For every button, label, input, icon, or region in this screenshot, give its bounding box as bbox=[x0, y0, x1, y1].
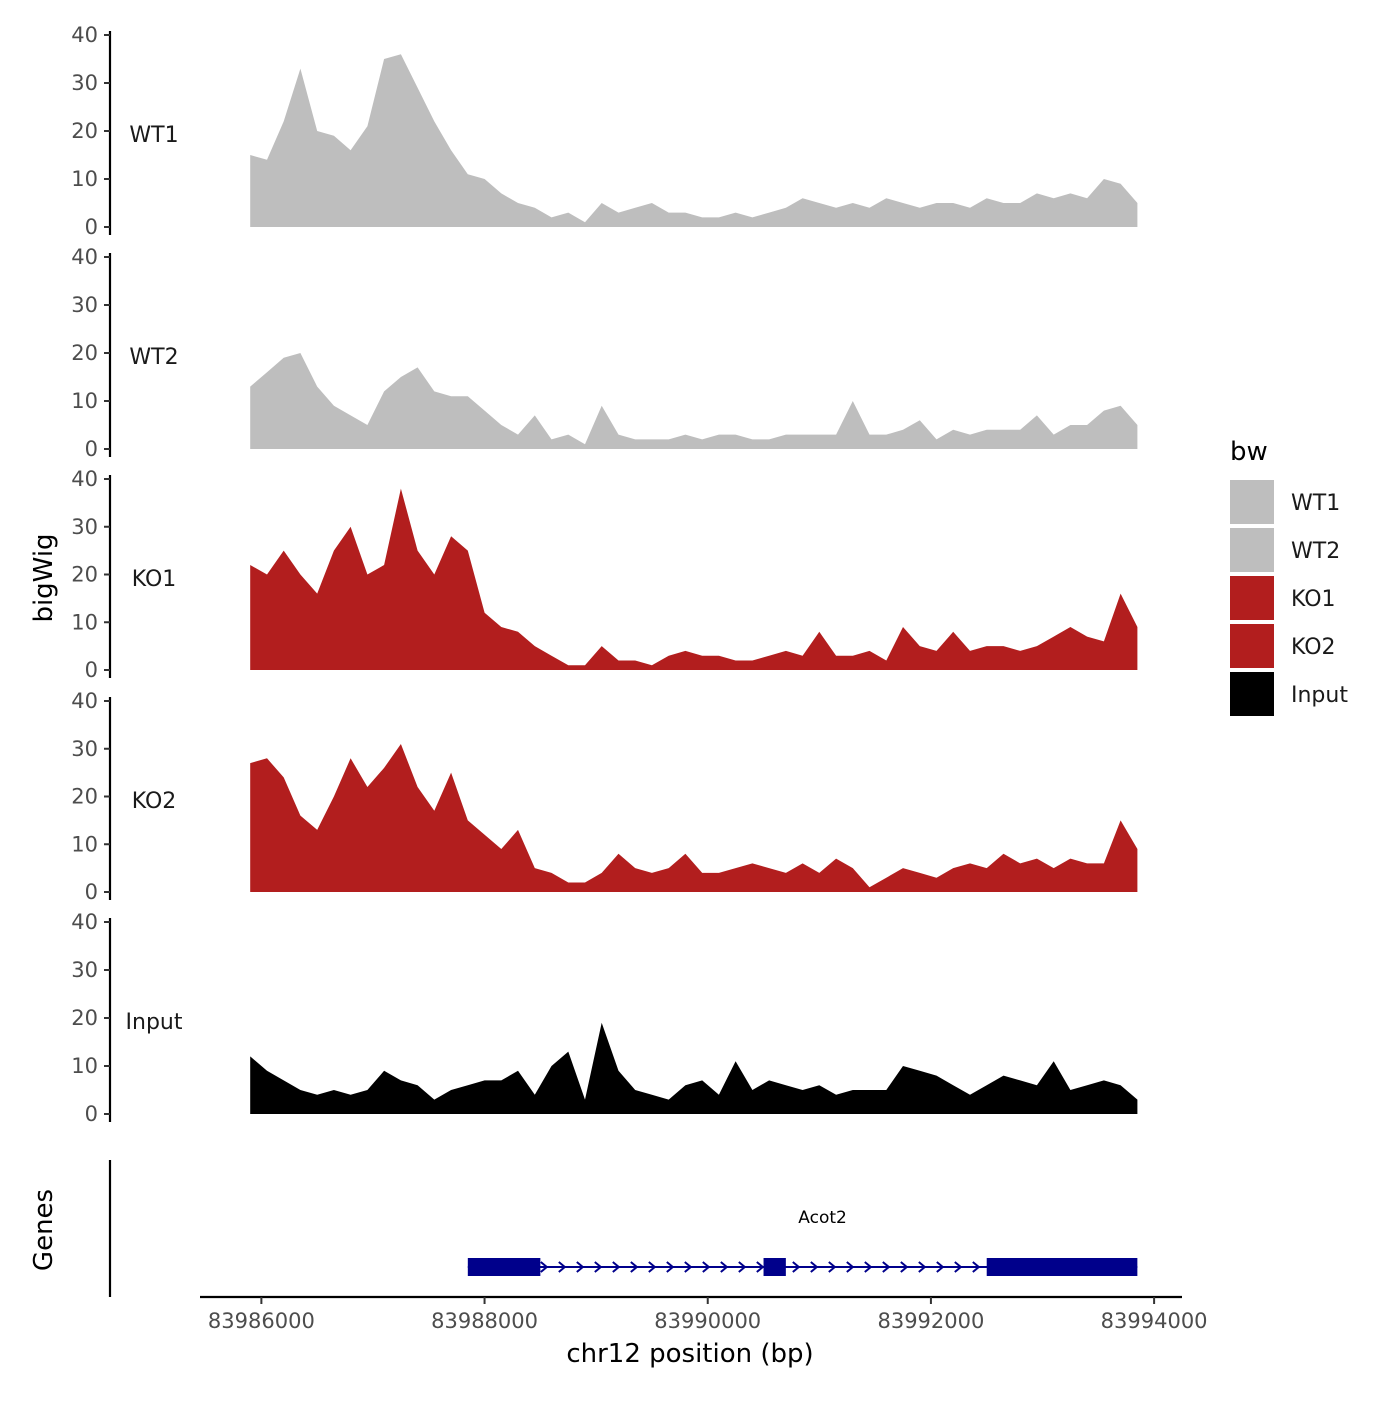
strand-chevron bbox=[972, 1261, 981, 1273]
legend-item-wt1: WT1 bbox=[1230, 480, 1340, 524]
y-tick-label: 10 bbox=[71, 610, 98, 634]
tracks-layer: 0 10 20 30 40 WT1 0 10 20 30 40 WT2 0 10 20 30 40 KO1 0 10 2… bbox=[71, 23, 1138, 1126]
legend-label: KO2 bbox=[1291, 635, 1336, 660]
gene-label: Acot2 bbox=[798, 1208, 847, 1228]
area-wt1 bbox=[250, 54, 1138, 228]
strand-chevron bbox=[828, 1261, 837, 1273]
area-wt2 bbox=[250, 353, 1138, 449]
genes-axis-title: Genes bbox=[29, 1189, 59, 1271]
legend-swatch bbox=[1230, 624, 1274, 668]
strand-chevron bbox=[720, 1261, 729, 1273]
strand-chevron bbox=[666, 1261, 675, 1273]
legend: bw WT1 WT2 KO1 KO2 Input bbox=[1230, 437, 1348, 716]
y-tick-label: 0 bbox=[85, 215, 98, 239]
area-ko2 bbox=[250, 744, 1138, 892]
track-ko2: 0 10 20 30 40 KO2 bbox=[71, 689, 1138, 904]
track-label-wt1: WT1 bbox=[129, 123, 178, 148]
genes-track: Acot2 bbox=[108, 1160, 1138, 1297]
y-tick-label: 0 bbox=[85, 1102, 98, 1126]
y-tick-label: 40 bbox=[71, 23, 98, 47]
y-tick-label: 10 bbox=[71, 1054, 98, 1078]
y-tick-label: 20 bbox=[71, 785, 98, 809]
strand-chevron bbox=[702, 1261, 711, 1273]
strand-chevron bbox=[936, 1261, 945, 1273]
x-tick-label: 83992000 bbox=[877, 1309, 984, 1333]
x-axis-title: chr12 position (bp) bbox=[566, 1339, 813, 1369]
area-ko1 bbox=[250, 488, 1138, 670]
track-wt2: 0 10 20 30 40 WT2 bbox=[71, 245, 1138, 461]
strand-chevron bbox=[594, 1261, 603, 1273]
y-tick-label: 20 bbox=[71, 119, 98, 143]
y-tick-label: 30 bbox=[71, 293, 98, 317]
y-tick-label: 10 bbox=[71, 389, 98, 413]
strand-chevron bbox=[954, 1261, 963, 1273]
strand-chevron bbox=[648, 1261, 657, 1273]
strand-chevron bbox=[540, 1261, 549, 1273]
strand-chevron bbox=[810, 1261, 819, 1273]
strand-chevron bbox=[738, 1261, 747, 1273]
y-tick-label: 30 bbox=[71, 71, 98, 95]
y-tick-label: 20 bbox=[71, 563, 98, 587]
x-tick-label: 83986000 bbox=[208, 1309, 315, 1333]
strand-chevron bbox=[882, 1261, 891, 1273]
y-tick-label: 40 bbox=[71, 910, 98, 934]
y-tick-label: 20 bbox=[71, 1006, 98, 1030]
legend-item-input: Input bbox=[1230, 672, 1348, 716]
track-label-ko1: KO1 bbox=[132, 567, 177, 592]
track-label-input: Input bbox=[126, 1010, 183, 1035]
area-input bbox=[250, 1022, 1138, 1114]
strand-chevron bbox=[684, 1261, 693, 1273]
strand-chevron bbox=[576, 1261, 585, 1273]
strand-chevron bbox=[918, 1261, 927, 1273]
x-tick-label: 83988000 bbox=[431, 1309, 538, 1333]
gene-acot2: Acot2 bbox=[467, 1208, 1138, 1276]
y-tick-label: 20 bbox=[71, 341, 98, 365]
strand-chevron bbox=[558, 1261, 567, 1273]
strand-chevron bbox=[612, 1261, 621, 1273]
legend-label: WT2 bbox=[1291, 539, 1340, 564]
y-tick-label: 40 bbox=[71, 689, 98, 713]
strand-chevron bbox=[900, 1261, 909, 1273]
legend-swatch bbox=[1230, 528, 1274, 572]
strand-chevron bbox=[864, 1261, 873, 1273]
strand-chevron bbox=[792, 1261, 801, 1273]
strand-chevron bbox=[846, 1261, 855, 1273]
track-label-ko2: KO2 bbox=[132, 789, 177, 814]
track-wt1: 0 10 20 30 40 WT1 bbox=[71, 23, 1138, 239]
gene-exon bbox=[763, 1258, 786, 1276]
legend-label: WT1 bbox=[1291, 491, 1340, 516]
y-tick-label: 30 bbox=[71, 958, 98, 982]
y-tick-label: 0 bbox=[85, 658, 98, 682]
y-tick-label: 30 bbox=[71, 515, 98, 539]
y-tick-label: 40 bbox=[71, 467, 98, 491]
track-input: 0 10 20 30 40 Input bbox=[71, 910, 1138, 1126]
x-axis: 83986000 83988000 83990000 83992000 83994000 bbox=[200, 1295, 1208, 1333]
y-tick-label: 0 bbox=[85, 437, 98, 461]
track-label-wt2: WT2 bbox=[129, 345, 178, 370]
y-axis-title: bigWig bbox=[29, 533, 59, 622]
gene-exon bbox=[467, 1258, 541, 1276]
legend-swatch bbox=[1230, 576, 1274, 620]
legend-item-ko2: KO2 bbox=[1230, 624, 1336, 668]
legend-swatch bbox=[1230, 672, 1274, 716]
track-ko1: 0 10 20 30 40 KO1 bbox=[71, 467, 1138, 682]
strand-chevron bbox=[630, 1261, 639, 1273]
y-tick-label: 10 bbox=[71, 167, 98, 191]
strand-chevron bbox=[756, 1261, 765, 1273]
legend-label: KO1 bbox=[1291, 587, 1336, 612]
x-tick-label: 83990000 bbox=[654, 1309, 761, 1333]
legend-title: bw bbox=[1230, 437, 1268, 467]
legend-swatch bbox=[1230, 480, 1274, 524]
y-tick-label: 30 bbox=[71, 737, 98, 761]
gene-exon bbox=[986, 1258, 1138, 1276]
x-tick-label: 83994000 bbox=[1101, 1309, 1208, 1333]
y-tick-label: 10 bbox=[71, 832, 98, 856]
legend-item-wt2: WT2 bbox=[1230, 528, 1340, 572]
y-tick-label: 40 bbox=[71, 245, 98, 269]
legend-label: Input bbox=[1291, 683, 1348, 708]
y-tick-label: 0 bbox=[85, 880, 98, 904]
legend-item-ko1: KO1 bbox=[1230, 576, 1336, 620]
